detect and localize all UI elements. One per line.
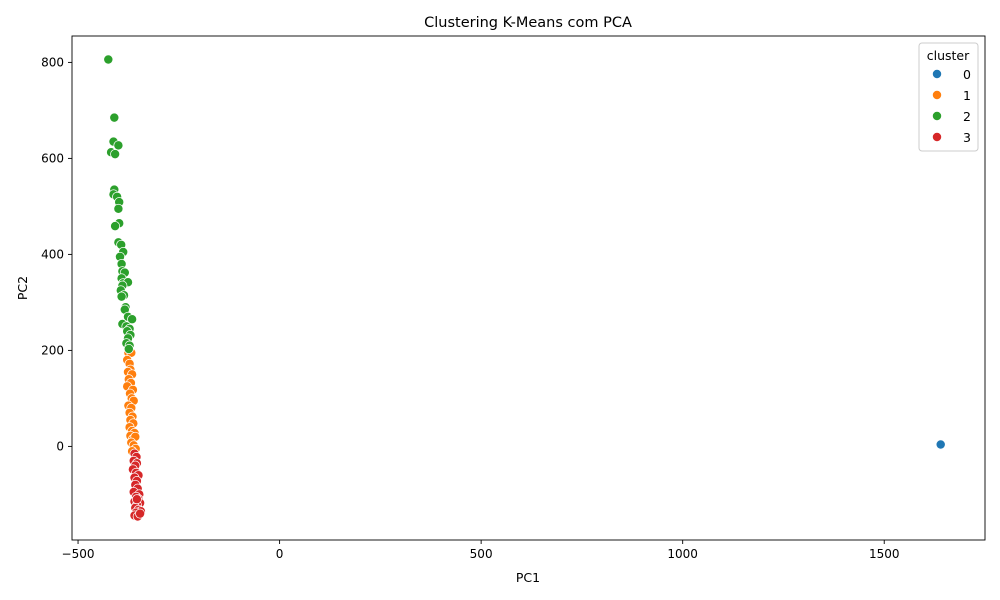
data-point-cluster-2 bbox=[113, 140, 124, 151]
legend-marker-cluster-0 bbox=[932, 69, 942, 79]
legend-label-cluster-3: 3 bbox=[963, 130, 971, 145]
legend-label-cluster-2: 2 bbox=[963, 109, 971, 124]
x-tick-label: 1000 bbox=[667, 547, 698, 561]
legend-box bbox=[918, 42, 979, 152]
data-point-cluster-2 bbox=[103, 54, 114, 65]
x-tick-label: 500 bbox=[470, 547, 493, 561]
y-tick-label: 0 bbox=[56, 439, 64, 453]
y-axis-label: PC2 bbox=[15, 276, 30, 300]
data-point-cluster-2 bbox=[109, 112, 120, 123]
legend-label-cluster-1: 1 bbox=[963, 88, 971, 103]
data-point-cluster-2 bbox=[113, 203, 124, 214]
points-layer bbox=[103, 54, 946, 522]
data-point-cluster-2 bbox=[127, 314, 138, 325]
data-point-cluster-2 bbox=[110, 221, 121, 232]
chart-title: Clustering K-Means com PCA bbox=[424, 15, 632, 31]
data-point-cluster-3 bbox=[131, 494, 142, 505]
y-tick-label: 400 bbox=[41, 247, 64, 261]
data-point-cluster-2 bbox=[110, 149, 121, 160]
data-point-cluster-0 bbox=[935, 439, 946, 450]
x-tick-label: 1500 bbox=[869, 547, 900, 561]
y-tick-label: 200 bbox=[41, 343, 64, 357]
data-point-cluster-2 bbox=[123, 344, 134, 354]
data-point-cluster-3 bbox=[135, 508, 146, 519]
legend-title: cluster bbox=[927, 48, 970, 63]
x-axis-label: PC1 bbox=[516, 570, 540, 585]
legend-marker-cluster-1 bbox=[932, 90, 942, 100]
y-axis-ticks: 0 200 400 600 800 bbox=[41, 55, 72, 453]
legend-marker-cluster-2 bbox=[932, 111, 942, 121]
data-point-cluster-2 bbox=[116, 291, 127, 302]
legend-label-cluster-0: 0 bbox=[963, 67, 971, 82]
legend: cluster 0 1 2 3 bbox=[918, 42, 979, 152]
x-axis-ticks: −500 0 500 1000 1500 bbox=[62, 540, 900, 561]
y-tick-label: 800 bbox=[41, 55, 64, 69]
legend-marker-cluster-3 bbox=[932, 132, 942, 142]
plot-frame bbox=[71, 35, 986, 541]
x-tick-label: −500 bbox=[62, 547, 95, 561]
y-tick-label: 600 bbox=[41, 151, 64, 165]
legend-entries: 0 1 2 3 bbox=[932, 67, 971, 145]
x-tick-label: 0 bbox=[276, 547, 284, 561]
